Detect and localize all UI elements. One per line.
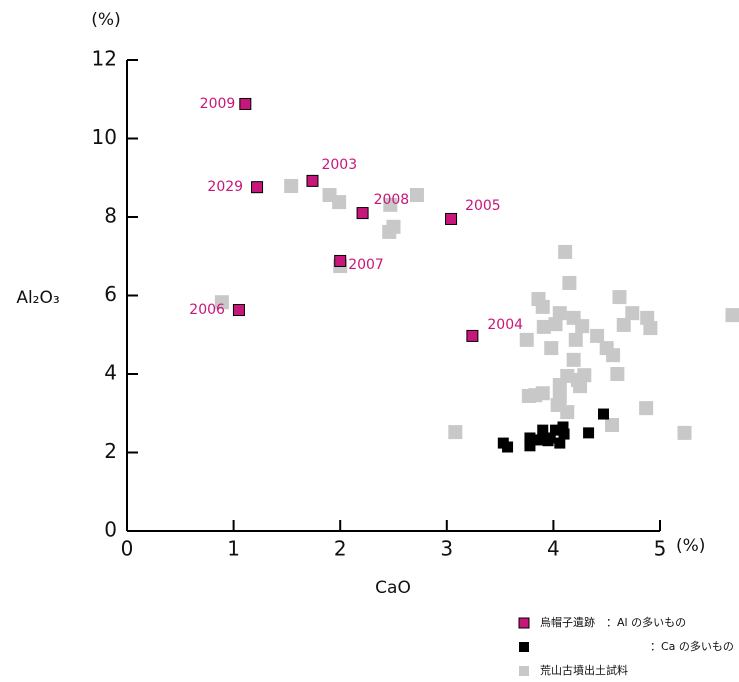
point xyxy=(583,427,595,439)
point xyxy=(616,317,631,332)
x-axis-label: CaO xyxy=(375,578,411,598)
point xyxy=(643,321,658,336)
point xyxy=(558,244,573,259)
y-tick-label: 6 xyxy=(104,282,117,306)
point xyxy=(554,437,566,449)
point xyxy=(383,197,398,212)
point xyxy=(598,408,610,420)
legend-label: 荒山古墳出土試料 xyxy=(540,663,628,677)
point xyxy=(239,97,252,110)
point-label: 2003 xyxy=(321,157,357,173)
point xyxy=(725,308,739,323)
point xyxy=(562,275,577,290)
point-label: 2008 xyxy=(374,192,410,208)
x-tick-label: 3 xyxy=(440,537,453,561)
y-tick-label: 0 xyxy=(104,518,117,542)
point xyxy=(409,188,424,203)
point xyxy=(251,181,264,194)
y-tick-label: 12 xyxy=(92,47,117,71)
point xyxy=(573,379,588,394)
point xyxy=(502,441,514,453)
point xyxy=(284,178,299,193)
point xyxy=(612,290,627,305)
x-unit: (%) xyxy=(676,536,705,556)
legend-swatch xyxy=(519,666,529,676)
point xyxy=(332,195,347,210)
point xyxy=(560,405,575,420)
x-tick-label: 2 xyxy=(334,537,347,561)
point xyxy=(575,319,590,334)
point xyxy=(548,317,563,332)
point xyxy=(639,401,654,416)
legend-label: ：Ca の多いもの xyxy=(650,639,734,653)
y-tick-label: 4 xyxy=(104,361,117,385)
x-tick-label: 4 xyxy=(547,537,560,561)
point-label: 2004 xyxy=(487,317,523,333)
point-label: 2006 xyxy=(189,302,225,318)
point xyxy=(536,319,551,334)
point-label: 2029 xyxy=(207,179,243,195)
point xyxy=(519,332,534,347)
point-label: 2007 xyxy=(348,257,384,273)
point xyxy=(544,341,559,356)
point xyxy=(445,212,458,225)
point-label: 2009 xyxy=(200,96,236,112)
point xyxy=(466,329,479,342)
y-unit: (%) xyxy=(91,10,120,30)
point xyxy=(542,435,554,447)
legend-swatch xyxy=(519,642,529,652)
point xyxy=(448,425,463,440)
point xyxy=(524,440,536,452)
point xyxy=(552,377,567,392)
point xyxy=(577,368,592,383)
point xyxy=(386,219,401,234)
point xyxy=(537,424,549,436)
legend-label: 烏帽子遺跡 ：Al の多いもの xyxy=(540,615,686,629)
point xyxy=(568,332,583,347)
point xyxy=(334,254,347,267)
x-tick-label: 1 xyxy=(227,537,240,561)
point xyxy=(606,348,621,363)
point xyxy=(605,418,620,433)
y-tick-label: 8 xyxy=(104,204,117,228)
point xyxy=(524,432,536,444)
point xyxy=(521,388,536,403)
x-tick-label: 0 xyxy=(121,537,134,561)
point-label: 2005 xyxy=(465,198,501,214)
point xyxy=(550,424,562,436)
point xyxy=(535,386,550,401)
point xyxy=(590,328,605,343)
point xyxy=(566,352,581,367)
y-axis-label: Al₂O₃ xyxy=(16,288,59,308)
x-tick-label: 5 xyxy=(654,537,667,561)
point xyxy=(557,421,569,433)
point xyxy=(558,428,570,440)
point xyxy=(356,207,369,220)
y-tick-label: 10 xyxy=(92,125,117,149)
y-tick-label: 2 xyxy=(104,439,117,463)
point xyxy=(677,425,692,440)
legend-swatch xyxy=(518,617,530,629)
point xyxy=(610,367,625,381)
point xyxy=(306,174,319,187)
point xyxy=(625,306,640,321)
point xyxy=(552,306,567,321)
point xyxy=(232,304,245,317)
point xyxy=(535,299,550,314)
point xyxy=(214,295,229,310)
point xyxy=(534,434,546,446)
